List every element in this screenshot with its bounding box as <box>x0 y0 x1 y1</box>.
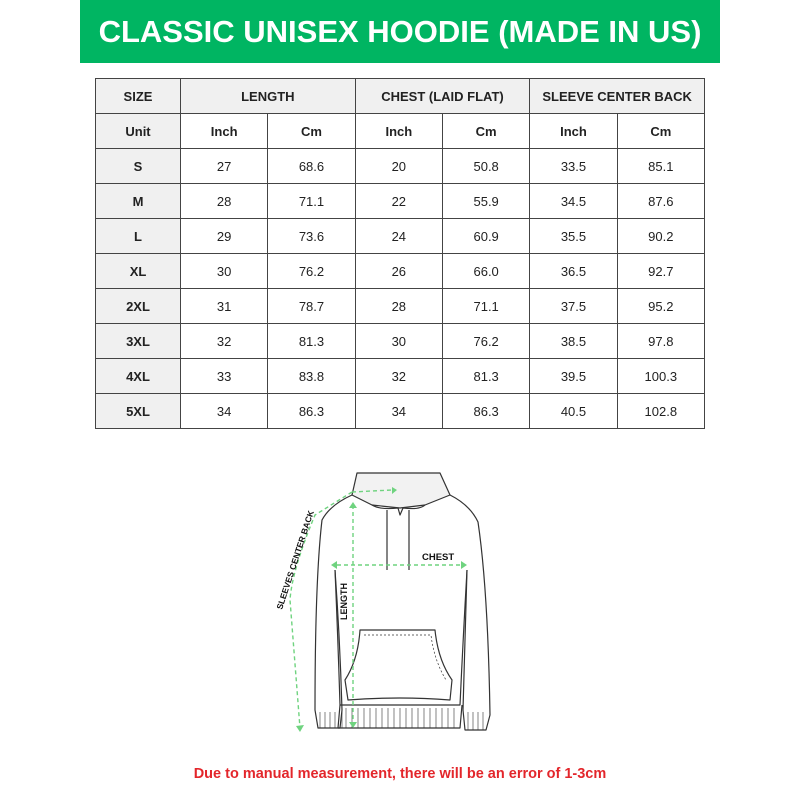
hoodie-outline <box>314 472 491 731</box>
value-cell: 86.3 <box>267 393 356 429</box>
value-cell: 31 <box>179 288 269 324</box>
value-cell: 83.8 <box>267 358 356 394</box>
unit-cell: Inch <box>354 113 443 149</box>
value-cell: 34 <box>354 393 443 429</box>
unit-cell: Cm <box>616 113 706 149</box>
unit-cell: Cm <box>441 113 531 149</box>
value-cell: 28 <box>354 288 443 324</box>
header-sleeve: SLEEVE CENTER BACK <box>529 78 705 114</box>
value-cell: 26 <box>354 253 443 289</box>
value-cell: 30 <box>354 323 443 359</box>
value-cell: 36.5 <box>529 253 618 289</box>
value-cell: 71.1 <box>441 288 531 324</box>
value-cell: 37.5 <box>529 288 618 324</box>
value-cell: 100.3 <box>616 358 706 394</box>
table-row: L 29 73.6 24 60.9 35.5 90.2 <box>95 218 706 254</box>
value-cell: 34.5 <box>529 183 618 219</box>
hoodie-diagram: CHEST LENGTH SLEEVES CENTER BACK <box>274 472 491 732</box>
value-cell: 32 <box>354 358 443 394</box>
sleeve-label: SLEEVES CENTER BACK <box>274 508 316 610</box>
table-row: M 28 71.1 22 55.9 34.5 87.6 <box>95 183 706 219</box>
value-cell: 20 <box>354 148 443 184</box>
header-size: SIZE <box>95 78 181 114</box>
table-row: S 27 68.6 20 50.8 33.5 85.1 <box>95 148 706 184</box>
value-cell: 39.5 <box>529 358 618 394</box>
table-row: XL 30 76.2 26 66.0 36.5 92.7 <box>95 253 706 289</box>
value-cell: 81.3 <box>441 358 531 394</box>
size-cell: 2XL <box>95 288 181 324</box>
measure-lines <box>289 489 461 729</box>
size-cell: L <box>95 218 181 254</box>
unit-cell: Inch <box>529 113 618 149</box>
value-cell: 90.2 <box>616 218 706 254</box>
value-cell: 73.6 <box>267 218 356 254</box>
value-cell: 22 <box>354 183 443 219</box>
value-cell: 66.0 <box>441 253 531 289</box>
value-cell: 32 <box>179 323 269 359</box>
unit-cell: Cm <box>267 113 356 149</box>
size-cell: M <box>95 183 181 219</box>
table-row: 4XL 33 83.8 32 81.3 39.5 100.3 <box>95 358 706 394</box>
value-cell: 76.2 <box>267 253 356 289</box>
value-cell: 30 <box>179 253 269 289</box>
unit-cell: Inch <box>179 113 269 149</box>
value-cell: 95.2 <box>616 288 706 324</box>
chest-label: CHEST <box>422 552 454 563</box>
value-cell: 87.6 <box>616 183 706 219</box>
value-cell: 55.9 <box>441 183 531 219</box>
value-cell: 24 <box>354 218 443 254</box>
page-title: CLASSIC UNISEX HOODIE (MADE IN US) <box>98 13 702 49</box>
header-length: LENGTH <box>180 78 356 114</box>
value-cell: 34 <box>179 393 269 429</box>
value-cell: 102.8 <box>616 393 706 429</box>
value-cell: 38.5 <box>529 323 618 359</box>
value-cell: 78.7 <box>267 288 356 324</box>
size-cell: 4XL <box>95 358 181 394</box>
size-chart-table: SIZE LENGTH CHEST (LAID FLAT) SLEEVE CEN… <box>95 78 706 429</box>
value-cell: 29 <box>179 218 269 254</box>
value-cell: 60.9 <box>441 218 531 254</box>
value-cell: 71.1 <box>267 183 356 219</box>
value-cell: 81.3 <box>267 323 356 359</box>
header-chest: CHEST (LAID FLAT) <box>354 78 531 114</box>
title-banner: CLASSIC UNISEX HOODIE (MADE IN US) <box>80 0 720 63</box>
table-row: 2XL 31 78.7 28 71.1 37.5 95.2 <box>95 288 706 324</box>
size-cell: XL <box>95 253 181 289</box>
value-cell: 86.3 <box>441 393 531 429</box>
value-cell: 92.7 <box>616 253 706 289</box>
value-cell: 68.6 <box>267 148 356 184</box>
value-cell: 33 <box>179 358 269 394</box>
arrowheads <box>296 487 467 732</box>
value-cell: 97.8 <box>616 323 706 359</box>
value-cell: 33.5 <box>529 148 618 184</box>
value-cell: 76.2 <box>441 323 531 359</box>
table-row: 3XL 32 81.3 30 76.2 38.5 97.8 <box>95 323 706 359</box>
value-cell: 50.8 <box>441 148 531 184</box>
header-row: SIZE LENGTH CHEST (LAID FLAT) SLEEVE CEN… <box>95 78 705 114</box>
value-cell: 35.5 <box>529 218 618 254</box>
size-cell: 3XL <box>95 323 181 359</box>
value-cell: 85.1 <box>616 148 706 184</box>
unit-cell: Unit <box>95 113 181 149</box>
value-cell: 40.5 <box>529 393 618 429</box>
length-label: LENGTH <box>339 583 349 620</box>
unit-row: Unit Inch Cm Inch Cm Inch Cm <box>95 113 706 149</box>
size-cell: S <box>95 148 181 184</box>
size-cell: 5XL <box>95 393 181 429</box>
value-cell: 28 <box>179 183 269 219</box>
value-cell: 27 <box>179 148 269 184</box>
measurement-note: Due to manual measurement, there will be… <box>193 766 607 782</box>
table-row: 5XL 34 86.3 34 86.3 40.5 102.8 <box>95 393 706 429</box>
